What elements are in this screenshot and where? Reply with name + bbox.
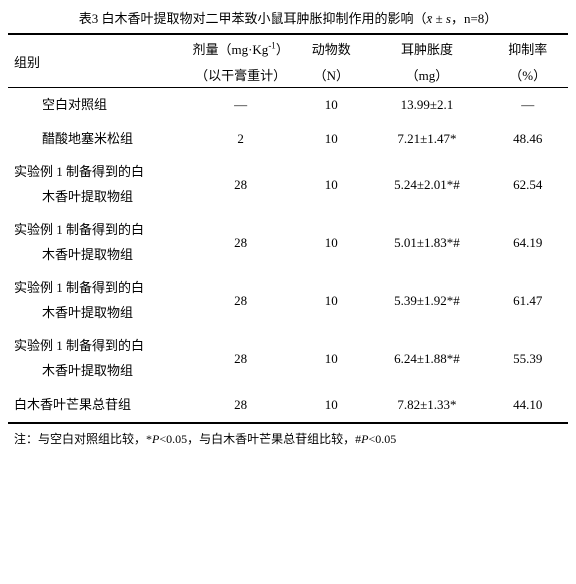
title-suffix: ，n=8）: [451, 11, 497, 26]
data-table: 组别 剂量（mg·Kg-1） 动物数 耳肿胀度 抑制率 （以干膏重计） （N） …: [8, 33, 568, 424]
cell-dose: —: [185, 88, 296, 123]
footnote-p1-val: <0.05，与白木香叶芒果总苷组比较，: [159, 432, 355, 446]
cell-group: 实验例 1 制备得到的白木香叶提取物组: [8, 214, 185, 272]
cell-group: 白木香叶芒果总苷组: [8, 388, 185, 423]
dose-label: 剂量（mg·Kg: [192, 42, 268, 57]
table-row: 白木香叶芒果总苷组 28107.82±1.33*44.10: [8, 388, 568, 423]
table-row: 实验例 1 制备得到的白木香叶提取物组28105.24±2.01*#62.54: [8, 156, 568, 214]
group-line1: 空白对照组: [14, 88, 185, 122]
group-line2: 木香叶提取物组: [14, 359, 185, 384]
table-title: 表3 白木香叶提取物对二甲苯致小鼠耳肿胀抑制作用的影响（x̄ ± s，n=8）: [8, 8, 568, 27]
table-row: 实验例 1 制备得到的白木香叶提取物组28105.39±1.92*#61.47: [8, 272, 568, 330]
cell-swell: 5.24±2.01*#: [367, 156, 488, 214]
header-dose-l1: 剂量（mg·Kg-1）: [185, 34, 296, 61]
dose-end: ）: [276, 42, 289, 57]
group-line1: 实验例 1 制备得到的白: [14, 338, 144, 353]
cell-dose: 28: [185, 156, 296, 214]
cell-n: 10: [296, 122, 367, 156]
header-n-l1: 动物数: [296, 34, 367, 61]
header-inhib-l1: 抑制率: [487, 34, 568, 61]
group-line1: 实验例 1 制备得到的白: [14, 280, 144, 295]
header-swell-l1: 耳肿胀度: [367, 34, 488, 61]
cell-group: 醋酸地塞米松组: [8, 122, 185, 156]
footnote-t1: 注：与空白对照组比较，: [14, 432, 146, 446]
table-row: 醋酸地塞米松组2107.21±1.47*48.46: [8, 122, 568, 156]
cell-dose: 28: [185, 214, 296, 272]
table-row: 实验例 1 制备得到的白木香叶提取物组28105.01±1.83*#64.19: [8, 214, 568, 272]
cell-group: 实验例 1 制备得到的白木香叶提取物组: [8, 156, 185, 214]
group-line2: 木香叶提取物组: [14, 301, 185, 326]
cell-dose: 28: [185, 388, 296, 423]
dose-sup: -1: [268, 40, 276, 50]
footnote-p2-val: <0.05: [368, 432, 396, 446]
group-line1: 实验例 1 制备得到的白: [14, 164, 144, 179]
title-prefix: 表3 白木香叶提取物对二甲苯致小鼠耳肿胀抑制作用的影响（: [79, 11, 427, 26]
table-row: 实验例 1 制备得到的白木香叶提取物组28106.24±1.88*#55.39: [8, 330, 568, 388]
cell-n: 10: [296, 388, 367, 423]
cell-swell: 5.01±1.83*#: [367, 214, 488, 272]
cell-n: 10: [296, 88, 367, 123]
header-inhib-l2: （%）: [487, 61, 568, 88]
cell-inhib: 62.54: [487, 156, 568, 214]
title-formula: x̄ ± s: [426, 11, 450, 26]
group-line1: 实验例 1 制备得到的白: [14, 222, 144, 237]
cell-swell: 13.99±2.1: [367, 88, 488, 123]
cell-dose: 28: [185, 272, 296, 330]
cell-inhib: —: [487, 88, 568, 123]
cell-group: 实验例 1 制备得到的白木香叶提取物组: [8, 272, 185, 330]
footnote: 注：与空白对照组比较，*P<0.05，与白木香叶芒果总苷组比较，#P<0.05: [8, 430, 568, 447]
cell-inhib: 64.19: [487, 214, 568, 272]
cell-inhib: 55.39: [487, 330, 568, 388]
cell-inhib: 44.10: [487, 388, 568, 423]
header-dose-l2: （以干膏重计）: [185, 61, 296, 88]
cell-swell: 6.24±1.88*#: [367, 330, 488, 388]
cell-group: 实验例 1 制备得到的白木香叶提取物组: [8, 330, 185, 388]
cell-dose: 28: [185, 330, 296, 388]
cell-swell: 7.82±1.33*: [367, 388, 488, 423]
table-row: 空白对照组—1013.99±2.1—: [8, 88, 568, 123]
cell-swell: 7.21±1.47*: [367, 122, 488, 156]
cell-inhib: 48.46: [487, 122, 568, 156]
cell-n: 10: [296, 330, 367, 388]
cell-n: 10: [296, 272, 367, 330]
cell-swell: 5.39±1.92*#: [367, 272, 488, 330]
cell-n: 10: [296, 156, 367, 214]
cell-group: 空白对照组: [8, 88, 185, 123]
cell-n: 10: [296, 214, 367, 272]
cell-inhib: 61.47: [487, 272, 568, 330]
group-line1: 醋酸地塞米松组: [14, 122, 185, 156]
group-line1: 白木香叶芒果总苷组: [14, 397, 131, 412]
group-line2: 木香叶提取物组: [14, 243, 185, 268]
header-group: 组别: [8, 34, 185, 88]
header-swell-l2: （mg）: [367, 61, 488, 88]
cell-dose: 2: [185, 122, 296, 156]
header-n-l2: （N）: [296, 61, 367, 88]
group-line2: 木香叶提取物组: [14, 185, 185, 210]
